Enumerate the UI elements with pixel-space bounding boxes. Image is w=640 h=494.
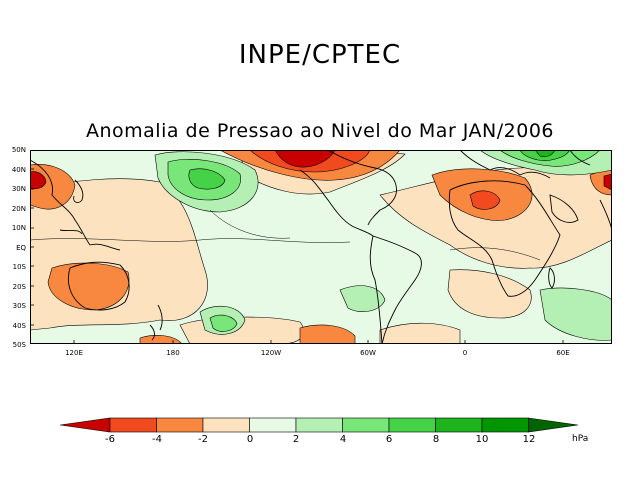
- lat-label-20s: 20S: [12, 283, 26, 291]
- anomaly-region-s-atlantic: [379, 322, 461, 344]
- anomaly-region-s-pacific-low: [299, 324, 356, 344]
- lat-label-40n: 40N: [11, 166, 26, 174]
- coast-japan: [73, 179, 84, 203]
- legend-swatch-6-8: [388, 417, 436, 433]
- coast-arabia: [549, 194, 579, 223]
- legend-tick-12: 12: [522, 434, 536, 445]
- legend-swatch-neg2-0: [202, 417, 250, 433]
- lat-label-10s: 10S: [12, 263, 26, 271]
- anomaly-region-ne-pacific-6-8: [188, 168, 226, 190]
- legend-tick-6: 6: [385, 434, 393, 445]
- map-title: Anomalia de Pressao ao Nivel do Mar JAN/…: [85, 120, 555, 142]
- lon-label-0: 0: [462, 349, 468, 357]
- anomaly-region-s-atlantic-2-4: [339, 285, 386, 313]
- coast-africa: [448, 180, 561, 297]
- lat-label-30n: 30N: [11, 185, 26, 193]
- coast-europe: [459, 150, 591, 179]
- legend-tick-neg4: -4: [152, 434, 162, 445]
- coast-australia: [67, 261, 130, 311]
- anomaly-lt-6-regions: [30, 150, 612, 191]
- legend-unit: hPa: [572, 434, 589, 444]
- lat-label-50s: 50S: [12, 341, 26, 349]
- coastlines: [30, 150, 612, 344]
- lat-label-eq: EQ: [16, 244, 26, 252]
- lat-label-20n: 20N: [11, 205, 26, 213]
- legend-swatch-gt-12: [528, 417, 579, 433]
- legend-colorbar: [60, 417, 579, 433]
- coast-new-zealand: [149, 304, 163, 341]
- lon-label-120w: 120W: [260, 349, 282, 357]
- anomaly-pos-regions: [154, 150, 612, 341]
- legend-swatch-10-12: [481, 417, 529, 433]
- lat-label-10n: 10N: [11, 224, 26, 232]
- legend-swatch-neg4-neg2: [156, 417, 204, 433]
- anomaly-region-caspian-core: [603, 173, 612, 191]
- coast-madagascar: [548, 267, 555, 289]
- coast-asia: [30, 159, 121, 251]
- anomaly-region-s-indian: [447, 269, 532, 319]
- legend-tick-0: 0: [246, 434, 254, 445]
- legend-tick-10: 10: [475, 434, 489, 445]
- lon-label-60w: 60W: [360, 349, 376, 357]
- header-title: INPE/CPTEC: [238, 40, 402, 70]
- lon-label-180: 180: [166, 349, 180, 357]
- legend-tick-8: 8: [432, 434, 440, 445]
- map-ticks: [30, 168, 564, 344]
- legend-swatch-2-4: [295, 417, 343, 433]
- legend-swatch-8-10: [435, 417, 483, 433]
- legend-tick-neg6: -6: [105, 434, 115, 445]
- legend-tick-4: 4: [339, 434, 347, 445]
- contour-lines: [30, 209, 541, 261]
- coast-south-america: [369, 235, 422, 344]
- legend-swatch-lt-6: [60, 417, 111, 433]
- lat-label-50n: 50N: [11, 146, 26, 154]
- anomaly-region-tasman: [139, 335, 183, 344]
- lon-label-60e: 60E: [556, 349, 570, 357]
- anomaly-region-aleutian-core: [274, 150, 336, 168]
- legend-swatch-neg6-neg4: [109, 417, 157, 433]
- anomaly-region-s-indian-2-4: [539, 287, 612, 341]
- lon-label-120e: 120E: [65, 349, 83, 357]
- anomaly-region-libya: [469, 190, 501, 210]
- legend-swatch-0-2: [249, 417, 297, 433]
- anomaly-region-s-pacific-4-6: [209, 314, 238, 332]
- pressure-anomaly-map: [30, 150, 612, 344]
- lat-label-40s: 40S: [12, 322, 26, 330]
- legend-tick-neg2: -2: [198, 434, 208, 445]
- coast-north-america: [299, 150, 397, 237]
- legend-tick-2: 2: [292, 434, 300, 445]
- lat-label-30s: 30S: [12, 302, 26, 310]
- legend-swatch-4-6: [342, 417, 390, 433]
